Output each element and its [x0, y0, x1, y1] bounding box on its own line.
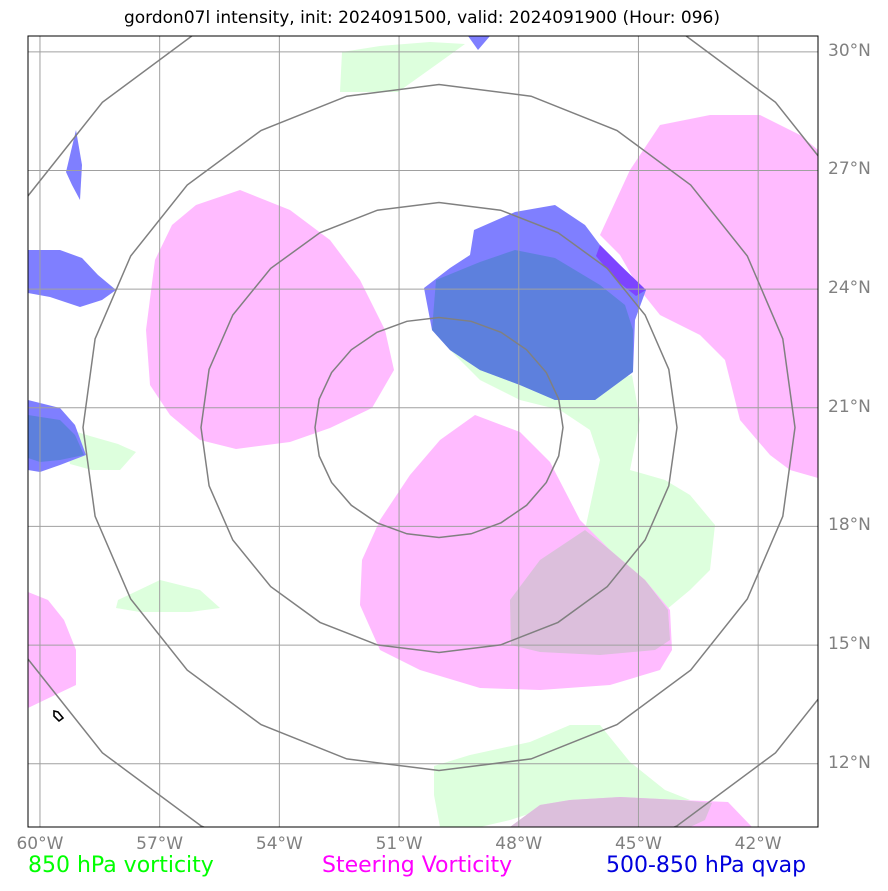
- vort850-region: [440, 330, 715, 645]
- steering-region: [600, 115, 818, 478]
- overlap-steering-vort850: [510, 530, 670, 655]
- lon-tick-label: 60°W: [16, 834, 64, 854]
- overlap-qvap-steering: [596, 245, 646, 296]
- range-ring: [200, 201, 678, 654]
- overlap-steering-vort850: [510, 797, 712, 827]
- legend-steering: Steering Vorticity: [322, 853, 513, 878]
- map-frame: [27, 35, 819, 828]
- lat-tick-label: 24°N: [828, 278, 871, 299]
- lon-tick-label: 48°W: [495, 834, 543, 854]
- lon-tick-label: 45°W: [614, 834, 662, 854]
- lon-tick-label: 51°W: [375, 834, 423, 854]
- lat-tick-label: 30°N: [828, 40, 871, 61]
- qvap-region: [28, 250, 116, 307]
- vort850-region: [340, 42, 465, 92]
- range-ring: [82, 83, 796, 772]
- legend-vort850: 850 hPa vorticity: [28, 853, 214, 878]
- lon-tick-label: 54°W: [255, 834, 303, 854]
- overlap-qvap-vort850: [28, 415, 84, 462]
- lon-tick-label: 57°W: [136, 834, 184, 854]
- lat-tick-label: 15°N: [828, 634, 871, 655]
- legend-qvap: 500-850 hPa qvap: [606, 853, 807, 878]
- vort850-region: [116, 580, 220, 612]
- map-title: gordon07l intensity, init: 2024091500, v…: [123, 8, 720, 28]
- lat-tick-label: 21°N: [828, 396, 871, 417]
- lat-tick-label: 27°N: [828, 159, 871, 180]
- lon-tick-label: 42°W: [734, 834, 782, 854]
- overlap-fields: [510, 530, 712, 827]
- gridlines: [28, 36, 818, 827]
- qvap-region: [468, 36, 490, 50]
- lat-tick-label: 12°N: [828, 752, 871, 773]
- vort850-region: [64, 428, 136, 470]
- steering-region: [146, 190, 394, 449]
- lat-tick-label: 18°N: [828, 515, 871, 536]
- qvap-region: [66, 130, 82, 200]
- track-marker: [53, 709, 65, 723]
- overlap-qvap-vort850: [432, 250, 633, 400]
- qvap-fields: [28, 36, 646, 472]
- range-ring: [314, 316, 564, 539]
